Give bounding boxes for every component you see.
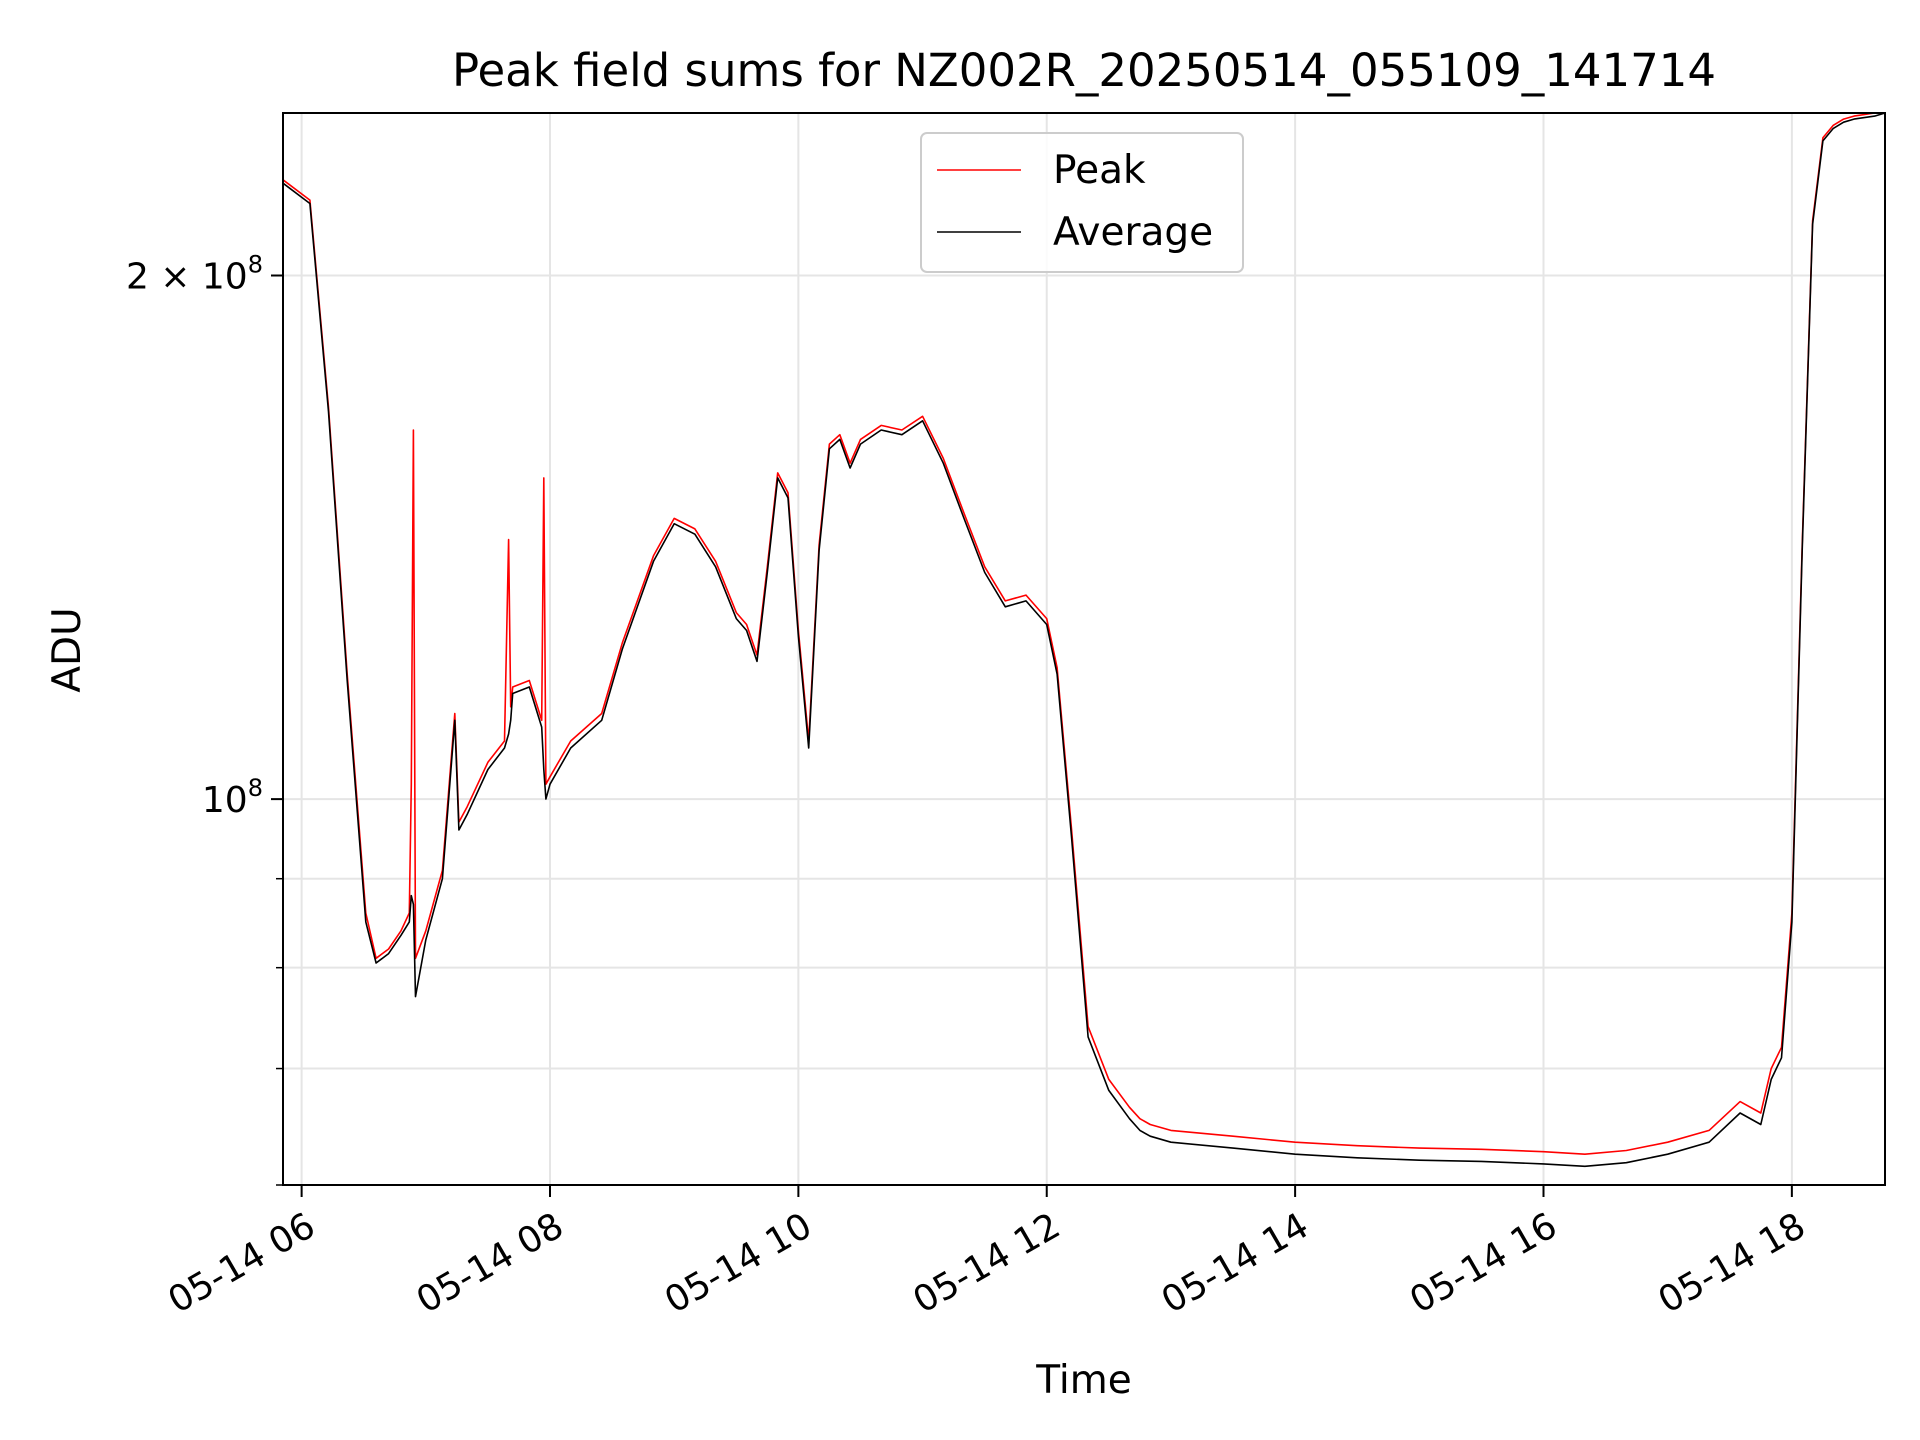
- x-axis-label: Time: [1035, 1358, 1131, 1403]
- y-tick-label: 108: [202, 774, 263, 821]
- chart-title: Peak field sums for NZ002R_20250514_0551…: [452, 44, 1716, 97]
- series-line-average: [282, 112, 1886, 1168]
- legend-label-average: Average: [1053, 210, 1213, 255]
- y-tick-label: 2 × 108: [126, 250, 263, 297]
- y-axis-label: ADU: [45, 607, 90, 692]
- legend-label-peak: Peak: [1053, 148, 1146, 193]
- series-layer: [282, 112, 1886, 1168]
- legend: Peak Average: [920, 132, 1244, 273]
- y-axis-ticks: 108 2 × 108: [126, 250, 283, 1186]
- legend-frame: [920, 132, 1244, 273]
- plot-area-background: [283, 113, 1885, 1185]
- plot-frame: [282, 112, 1886, 1186]
